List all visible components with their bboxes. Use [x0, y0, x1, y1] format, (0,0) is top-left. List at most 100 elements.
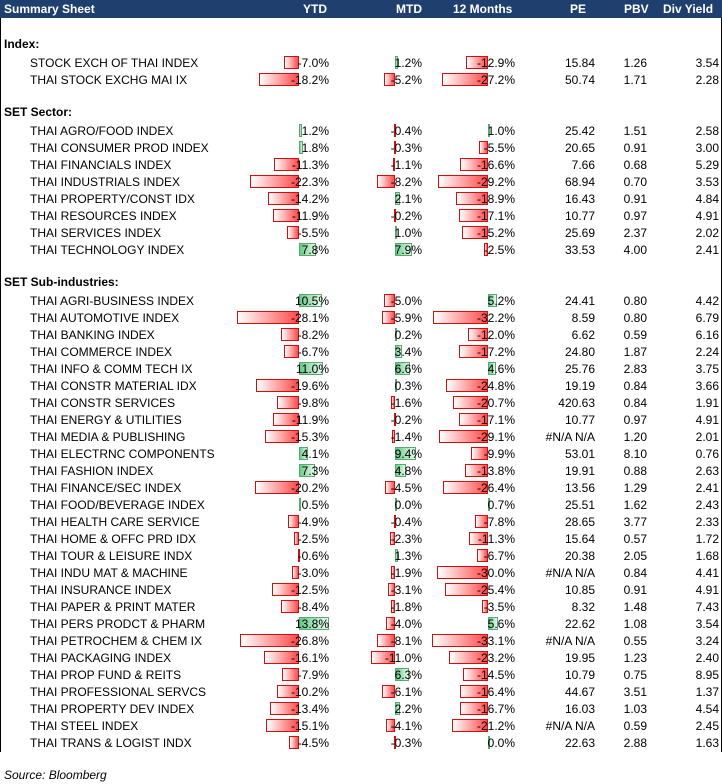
div-value: 3.24 — [695, 634, 719, 648]
m12-value: -33.1% — [476, 634, 515, 648]
table-row: THAI CONSUMER PROD INDEX 1.8% -0.3% -5.5% 20… — [0, 139, 722, 156]
ytd-value: -12.5% — [290, 583, 329, 597]
pe-value: 25.76 — [564, 362, 595, 376]
mtd-bar — [394, 736, 396, 749]
m12-value: 4.6% — [487, 362, 515, 376]
m12-value: -7.8% — [483, 515, 515, 529]
m12-bar — [458, 345, 488, 358]
m12-value: -20.7% — [476, 396, 515, 410]
table-row: THAI INSURANCE INDEX -12.5% -3.1% -25.4% 10.… — [0, 581, 722, 598]
mtd-bar — [391, 396, 395, 409]
row-name: THAI TRANS & LOGIST INDX — [30, 736, 192, 750]
pbv-value: 0.88 — [623, 464, 647, 478]
ytd-bar — [267, 192, 299, 205]
mtd-value: 0.2% — [394, 328, 422, 342]
div-value: 3.00 — [695, 141, 719, 155]
ytd-value: -7.0% — [297, 56, 329, 70]
m12-value: -29.1% — [476, 430, 515, 444]
ytd-bar — [272, 413, 299, 426]
mtd-bar — [383, 73, 395, 86]
m12-value: -30.0% — [476, 566, 515, 580]
div-value: 2.40 — [695, 651, 719, 665]
row-name: THAI PROFESSIONAL SERVCS — [30, 685, 207, 699]
pbv-value: 1.71 — [623, 73, 647, 87]
row-name: THAI PACKAGING INDEX — [30, 651, 172, 665]
m12-value: -5.5% — [483, 141, 515, 155]
m12-value: -15.2% — [476, 226, 515, 240]
col-mtd-header: MTD — [396, 2, 422, 16]
pe-value: 33.53 — [564, 243, 595, 257]
m12-value: -17.1% — [476, 209, 515, 223]
pe-value: 24.80 — [564, 345, 595, 359]
m12-bar — [462, 226, 488, 239]
ytd-value: 1.8% — [301, 141, 329, 155]
m12-value: -11.3% — [477, 532, 515, 546]
ytd-value: -15.3% — [290, 430, 329, 444]
pbv-value: 3.77 — [623, 515, 647, 529]
ytd-value: -20.2% — [290, 481, 329, 495]
m12-bar — [448, 651, 488, 664]
section-title: Index: — [4, 37, 40, 51]
table-row: THAI AGRI-BUSINESS INDEX 10.5% -5.0% 5.2% 24… — [0, 292, 722, 309]
m12-bar — [488, 294, 497, 307]
mtd-bar — [382, 311, 395, 324]
ytd-value: -8.4% — [297, 600, 329, 614]
mtd-value: -5.9% — [390, 311, 422, 325]
ytd-bar — [240, 634, 299, 647]
mtd-value: -1.9% — [390, 566, 422, 580]
row-name: THAI TOUR & LEISURE INDX — [30, 549, 193, 563]
mtd-value: 7.9% — [394, 243, 422, 257]
pbv-value: 0.80 — [623, 294, 647, 308]
row-name: THAI AUTOMOTIVE INDEX — [30, 311, 180, 325]
div-value: 4.42 — [695, 294, 719, 308]
ytd-bar — [280, 600, 299, 613]
pe-value: 28.65 — [564, 515, 595, 529]
table-row: THAI INDUSTRIALS INDEX -22.3% -8.2% -29.2% 6… — [0, 173, 722, 190]
m12-value: -25.4% — [476, 583, 515, 597]
row-name: THAI PROP FUND & REITS — [30, 668, 182, 682]
pbv-value: 0.97 — [623, 413, 647, 427]
mtd-bar — [395, 345, 403, 358]
m12-bar — [482, 600, 488, 613]
mtd-bar — [391, 600, 395, 613]
ytd-bar — [271, 583, 299, 596]
table-row: THAI FOOD/BEVERAGE INDEX 0.5% 0.0% 0.7% 25.5… — [0, 496, 722, 513]
mtd-bar — [395, 702, 400, 715]
mtd-value: 6.6% — [394, 362, 422, 376]
ytd-value: -3.0% — [297, 566, 329, 580]
pbv-value: 0.97 — [623, 209, 647, 223]
div-value: 4.91 — [695, 583, 719, 597]
m12-value: -12.9% — [476, 56, 515, 70]
mtd-bar — [394, 124, 396, 137]
mtd-bar — [395, 498, 397, 511]
mtd-value: -1.6% — [390, 396, 422, 410]
m12-value: -18.9% — [476, 192, 515, 206]
pe-value: 8.59 — [571, 311, 595, 325]
row-name: THAI COMMERCE INDEX — [30, 345, 173, 359]
row-name: THAI FINANCIALS INDEX — [30, 158, 172, 172]
pbv-value: 2.05 — [623, 549, 647, 563]
m12-bar — [488, 736, 490, 749]
pe-value: 10.77 — [564, 209, 595, 223]
mtd-value: 1.2% — [394, 56, 422, 70]
table-row: THAI INFO & COMM TECH IX 11.0% 6.6% 4.6% 25.… — [0, 360, 722, 377]
m12-bar — [459, 702, 488, 715]
row-name: THAI PROPERTY/CONST IDX — [30, 192, 195, 206]
ytd-value: -10.2% — [290, 685, 329, 699]
section-title: SET Sector: — [4, 105, 73, 119]
m12-value: -26.4% — [476, 481, 515, 495]
pbv-value: 3.51 — [623, 685, 647, 699]
mtd-bar — [385, 719, 395, 732]
mtd-value: -5.0% — [390, 294, 422, 308]
ytd-value: -6.7% — [297, 345, 329, 359]
m12-bar — [437, 566, 488, 579]
ytd-bar — [299, 141, 303, 154]
pbv-value: 2.88 — [623, 736, 647, 750]
m12-value: -24.8% — [476, 379, 515, 393]
ytd-value: 13.8% — [294, 617, 329, 631]
pbv-value: 8.10 — [623, 447, 647, 461]
pbv-value: 1.62 — [623, 498, 647, 512]
m12-bar — [474, 515, 488, 528]
mtd-value: -0.4% — [390, 515, 422, 529]
row-name: THAI FINANCE/SEC INDEX — [30, 481, 182, 495]
